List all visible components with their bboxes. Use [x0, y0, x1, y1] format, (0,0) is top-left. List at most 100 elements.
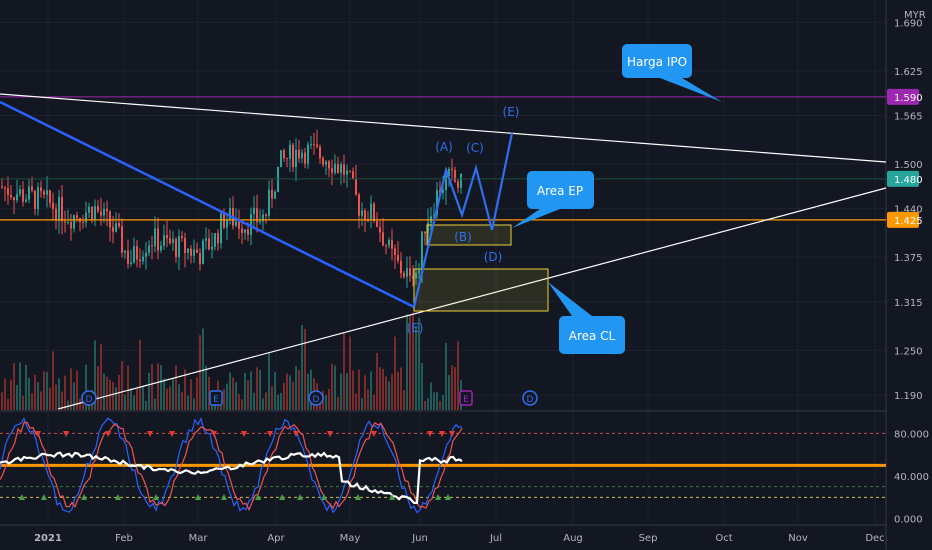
callout[interactable]: Area CL [548, 282, 625, 354]
callout[interactable]: Harga IPO [622, 44, 722, 102]
volume-bar [442, 394, 444, 410]
candle-body [91, 206, 93, 221]
volume-bar [106, 376, 108, 410]
buy-signal-marker [321, 494, 327, 500]
candle-body [253, 208, 255, 214]
volume-bar [70, 368, 72, 410]
sell-signal-marker [63, 431, 69, 437]
volume-bar [274, 372, 276, 410]
osc-d-line [0, 421, 463, 512]
volume-bar [331, 363, 333, 410]
candle-body [433, 214, 435, 217]
wave-label: (A) [435, 140, 453, 154]
candle-body [112, 227, 114, 232]
candle-body [187, 248, 189, 253]
event-marker-label: E [213, 395, 219, 405]
volume-bar [412, 312, 414, 410]
volume-bar [436, 392, 438, 410]
event-marker-label: E [463, 395, 469, 405]
candle-body [22, 189, 24, 202]
volume-bar [406, 314, 408, 410]
volume-bar [445, 342, 447, 410]
candle-body [349, 170, 351, 172]
volume-bar [379, 367, 381, 410]
candle-body [409, 268, 411, 276]
volume-bar [190, 379, 192, 410]
candle-body [205, 238, 207, 241]
candle-body [265, 214, 267, 216]
lower-trendline [57, 187, 887, 410]
candle-body [190, 248, 192, 256]
volume-bar [424, 401, 426, 410]
wave-label: (B) [454, 230, 472, 244]
volume-bar [268, 352, 270, 410]
time-tick-label: Oct [715, 533, 732, 544]
event-marker-label: D [527, 395, 534, 405]
price-axis-bg [887, 0, 932, 550]
price-tick-label: 1.440 [894, 205, 923, 216]
candle-body [1, 186, 3, 188]
currency-label: MYR [904, 10, 926, 21]
volume-bar [184, 369, 186, 410]
volume-bar [400, 367, 402, 410]
candle-body [52, 202, 54, 209]
event-marker[interactable]: D [522, 390, 538, 406]
event-marker[interactable]: E [459, 390, 473, 406]
volume-bar [367, 389, 369, 410]
sell-signal-marker [327, 431, 333, 437]
volume-bar [130, 388, 132, 410]
candle-body [13, 197, 15, 201]
volume-bar [46, 372, 48, 410]
osc-signal-line [0, 451, 463, 504]
volume-bar [409, 314, 411, 410]
sell-signal-marker [427, 431, 433, 437]
price-tick-label: 1.375 [894, 253, 923, 264]
volume-bar [343, 331, 345, 410]
volume-bar [79, 398, 81, 410]
callout[interactable]: Area EP [512, 171, 594, 228]
volume-bar [37, 382, 39, 410]
price-tick-label: 1.500 [894, 160, 923, 171]
candle-body [220, 213, 222, 244]
volume-bar [295, 366, 297, 410]
candle-body [457, 181, 459, 188]
event-marker[interactable]: D [308, 390, 324, 406]
time-tick-label: Apr [267, 533, 285, 544]
volume-bar [253, 392, 255, 410]
candle-body [76, 215, 78, 218]
volume-bar [100, 343, 102, 410]
candle-body [229, 207, 231, 220]
volume-bar [103, 373, 105, 410]
volume-bar [415, 326, 417, 410]
event-marker[interactable]: D [81, 390, 97, 406]
volume-bar [388, 381, 390, 410]
volume-bar [223, 388, 225, 410]
candle-body [7, 188, 9, 195]
volume-bar [325, 394, 327, 410]
volume-bar [199, 335, 201, 410]
candle-body [94, 206, 96, 221]
candle-body [55, 208, 57, 221]
candle-body [280, 150, 282, 167]
candle-body [301, 152, 303, 159]
buy-signal-marker [279, 494, 285, 500]
osc-tick-label: 0.000 [894, 515, 923, 526]
candle-body [295, 149, 297, 167]
volume-bar [457, 341, 459, 410]
volume-bar [271, 386, 273, 410]
callout-text: Area CL [569, 329, 616, 343]
volume-bar [244, 373, 246, 410]
candle-body [181, 236, 183, 238]
volume-bar [448, 375, 450, 410]
candle-body [241, 228, 243, 233]
event-marker[interactable]: E [209, 390, 223, 406]
candle-body [322, 158, 324, 165]
candle-body [286, 158, 288, 160]
candle-body [37, 187, 39, 209]
volume-bar [376, 352, 378, 410]
candle-body [169, 238, 171, 244]
volume-bar [121, 361, 123, 410]
candle-body [424, 231, 426, 234]
sell-signal-marker [105, 431, 111, 437]
